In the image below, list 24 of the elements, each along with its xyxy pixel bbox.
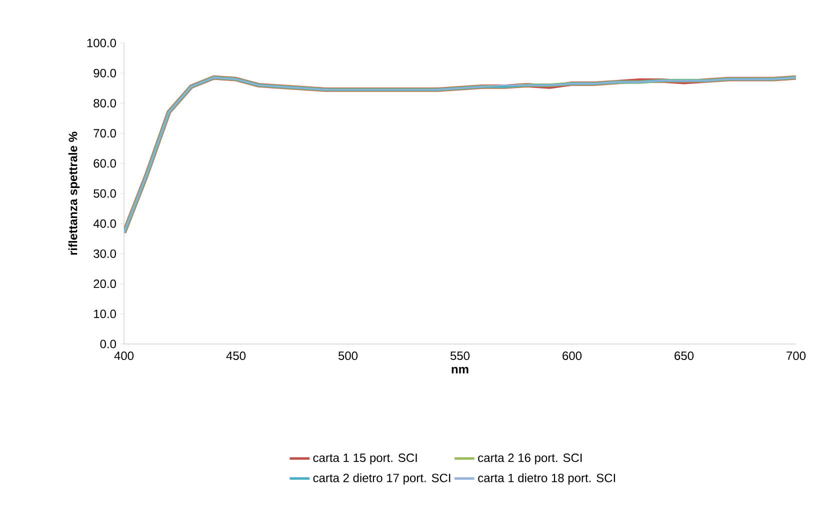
y-tick-label: 30.0 <box>94 249 116 258</box>
legend-label: carta 1 15 port. SCI <box>313 454 417 464</box>
x-tick-label: 600 <box>562 352 582 360</box>
y-tick-label: 80.0 <box>94 98 116 108</box>
y-tick-label: 10.0 <box>94 310 116 318</box>
y-tick-label: 50.0 <box>94 189 116 198</box>
y-tick-label: 60.0 <box>94 159 116 168</box>
legend-label: carta 2 16 port. SCI <box>478 454 582 464</box>
y-tick-label: 0.0 <box>100 340 116 348</box>
x-tick-label: 700 <box>786 352 806 360</box>
y-axis-title: riflettanza spettrale % <box>68 132 80 255</box>
x-axis-title: nm <box>452 366 468 374</box>
x-tick-label: 550 <box>450 352 470 360</box>
x-tick-label: 500 <box>338 352 358 360</box>
legend-label: carta 1 dietro 18 port. SCI <box>478 473 615 485</box>
x-tick-label: 400 <box>114 352 134 360</box>
y-tick-label: 90.0 <box>94 68 116 78</box>
x-tick-label: 450 <box>226 352 246 360</box>
x-tick-label: 650 <box>674 352 694 360</box>
legend-label: carta 2 dietro 17 port. SCI <box>313 473 450 485</box>
y-tick-label: 20.0 <box>94 280 116 288</box>
y-tick-label: 100.0 <box>87 38 116 48</box>
y-tick-label: 40.0 <box>93 219 116 228</box>
y-tick-label: 70.0 <box>94 129 116 138</box>
